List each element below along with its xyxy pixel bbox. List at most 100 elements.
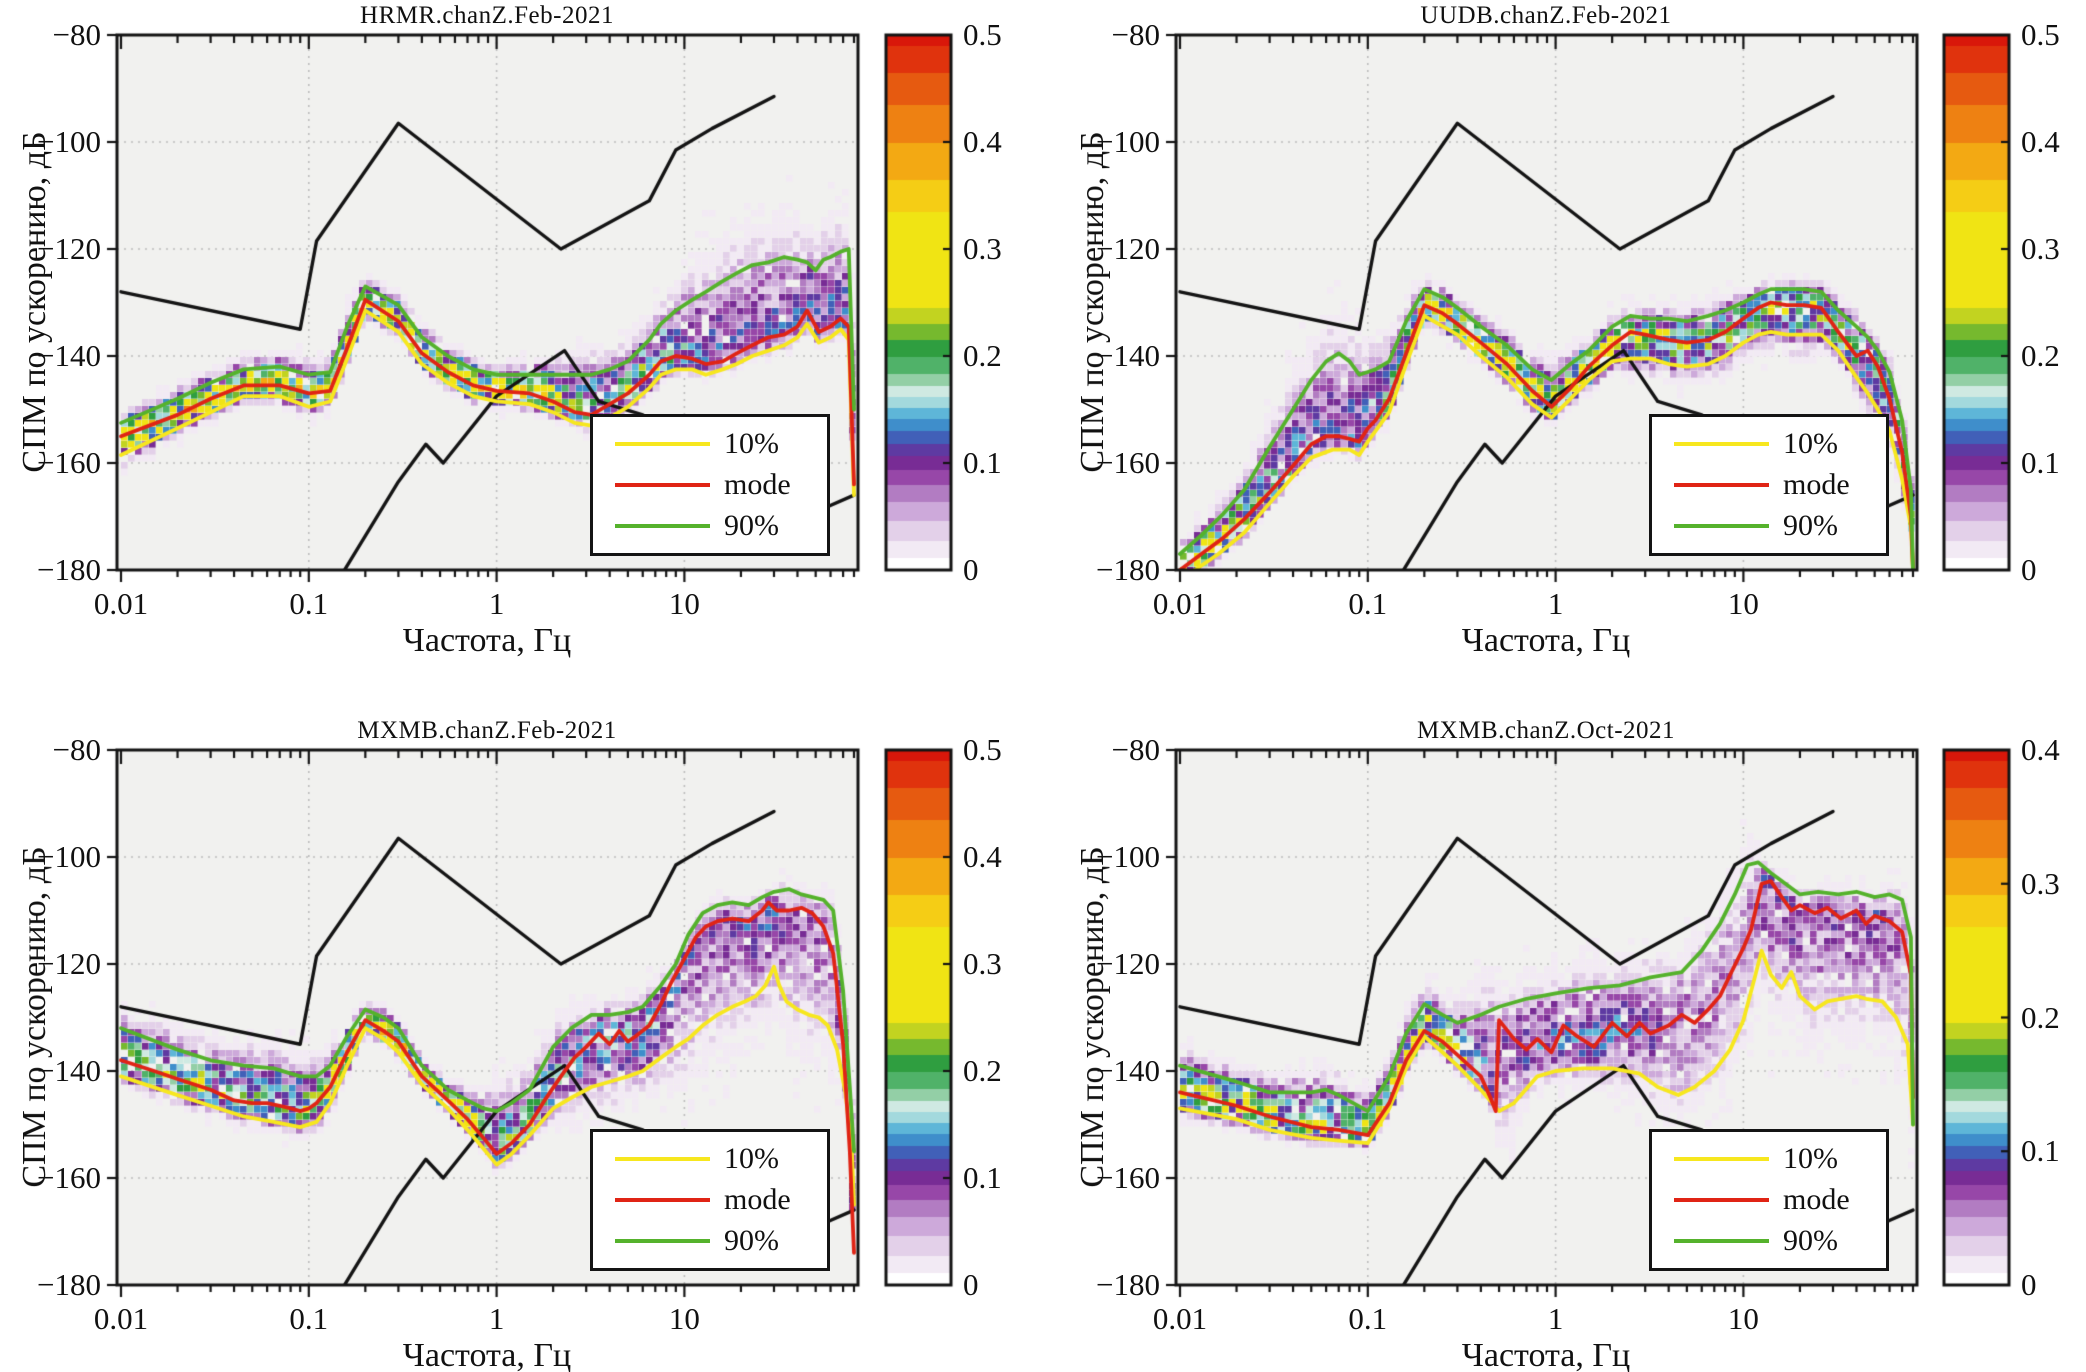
x-tick-label: 0.01 <box>1152 1301 1208 1336</box>
x-tick-label: 1 <box>1547 586 1564 621</box>
y-tick-label: −160 <box>1096 445 1160 480</box>
x-tick-label: 10 <box>1727 586 1759 621</box>
x-tick-label: 10 <box>668 1301 700 1336</box>
legend-label: 10% <box>1783 1141 1838 1175</box>
x-tick-label: 0.01 <box>1152 586 1208 621</box>
colorbar-tick-label: 0.4 <box>2021 124 2060 159</box>
legend-label: 10% <box>724 1141 779 1175</box>
legend-line-swatch <box>1674 524 1769 529</box>
legend-label: mode <box>1783 467 1850 501</box>
legend-item: 10% <box>1652 427 1886 461</box>
x-tick-label: 1 <box>1547 1301 1564 1336</box>
legend-box: 10% mode 90% <box>590 414 830 556</box>
x-tick-label: 0.01 <box>93 1301 149 1336</box>
colorbar-tick-label: 0.1 <box>2021 1133 2060 1169</box>
legend-box: 10% mode 90% <box>1649 414 1889 556</box>
y-tick-label: −180 <box>1096 1267 1160 1302</box>
colorbar-tick-label: 0.4 <box>963 124 1002 159</box>
y-tick-label: −180 <box>37 552 101 587</box>
legend-line-swatch <box>1674 1239 1769 1244</box>
colorbar-tick-label: 0 <box>963 1267 979 1302</box>
x-tick-label: 0.1 <box>289 1301 329 1336</box>
y-tick-label: −180 <box>37 1267 101 1302</box>
legend-item: 10% <box>1652 1142 1886 1176</box>
legend-item: mode <box>593 468 827 502</box>
colorbar-tick-label: 0.1 <box>2021 445 2060 480</box>
y-tick-label: −120 <box>1096 231 1160 266</box>
legend-label: 10% <box>1783 426 1838 460</box>
legend-line-swatch <box>1674 482 1769 487</box>
colorbar-tick-label: 0.5 <box>2021 17 2060 52</box>
y-tick-label: −80 <box>1111 732 1160 767</box>
y-tick-label: −160 <box>37 1160 101 1195</box>
colorbar-tick-label: 0.2 <box>963 1053 1002 1088</box>
legend-line-swatch <box>615 441 710 446</box>
colorbar-tick-label: 0.5 <box>963 17 1002 52</box>
y-tick-label: −80 <box>1111 17 1160 52</box>
legend-line-swatch <box>1674 1197 1769 1202</box>
y-tick-label: −140 <box>37 338 101 373</box>
legend-box: 10% mode 90% <box>590 1129 830 1271</box>
colorbar-tick-label: 0.2 <box>2021 999 2060 1035</box>
y-tick-label: −100 <box>37 124 101 159</box>
legend-item: 10% <box>593 427 827 461</box>
legend-label: 90% <box>724 509 779 543</box>
y-tick-label: −100 <box>1096 124 1160 159</box>
legend-item: 90% <box>1652 1224 1886 1258</box>
legend-line-swatch <box>615 482 710 487</box>
legend-item: 10% <box>593 1142 827 1176</box>
colorbar-tick-label: 0.2 <box>2021 338 2060 373</box>
y-tick-label: −160 <box>37 445 101 480</box>
legend-label: mode <box>1783 1182 1850 1216</box>
y-tick-label: −140 <box>37 1053 101 1088</box>
legend-item: 90% <box>1652 509 1886 543</box>
colorbar-tick-label: 0 <box>2021 552 2037 587</box>
legend-line-swatch <box>1674 1156 1769 1161</box>
legend-label: 90% <box>1783 1224 1838 1258</box>
y-tick-label: −140 <box>1096 1053 1160 1088</box>
y-tick-label: −160 <box>1096 1160 1160 1195</box>
y-tick-label: −80 <box>52 17 101 52</box>
x-tick-label: 10 <box>1727 1301 1759 1336</box>
colorbar-tick-label: 0.3 <box>2021 865 2060 901</box>
colorbar-tick-label: 0.3 <box>963 946 1002 981</box>
legend-line-swatch <box>615 1156 710 1161</box>
legend-line-swatch <box>615 1239 710 1244</box>
colorbar-tick-label: 0 <box>963 552 979 587</box>
y-tick-label: −100 <box>37 839 101 874</box>
legend-box: 10% mode 90% <box>1649 1129 1889 1271</box>
colorbar-tick-label: 0.4 <box>2021 732 2060 767</box>
y-tick-label: −80 <box>52 732 101 767</box>
colorbar-tick-label: 0.3 <box>2021 231 2060 266</box>
x-tick-label: 1 <box>488 1301 505 1336</box>
y-tick-label: −140 <box>1096 338 1160 373</box>
colorbar-tick-label: 0.1 <box>963 445 1002 480</box>
legend-item: 90% <box>593 509 827 543</box>
y-tick-label: −180 <box>1096 552 1160 587</box>
y-tick-label: −120 <box>37 946 101 981</box>
colorbar-tick-label: 0.2 <box>963 338 1002 373</box>
colorbar-tick-label: 0 <box>2021 1267 2037 1302</box>
colorbar-tick-label: 0.4 <box>963 839 1002 874</box>
legend-line-swatch <box>615 1197 710 1202</box>
x-tick-label: 10 <box>668 586 700 621</box>
legend-line-swatch <box>1674 441 1769 446</box>
legend-item: 90% <box>593 1224 827 1258</box>
legend-label: 10% <box>724 426 779 460</box>
x-tick-label: 0.01 <box>93 586 149 621</box>
colorbar-tick-label: 0.1 <box>963 1160 1002 1195</box>
legend-item: mode <box>1652 1183 1886 1217</box>
x-tick-label: 0.1 <box>1348 586 1388 621</box>
legend-label: mode <box>724 467 791 501</box>
x-tick-label: 0.1 <box>1348 1301 1388 1336</box>
legend-item: mode <box>593 1183 827 1217</box>
colorbar-tick-label: 0.3 <box>963 231 1002 266</box>
legend-label: mode <box>724 1182 791 1216</box>
legend-label: 90% <box>724 1224 779 1258</box>
legend-item: mode <box>1652 468 1886 502</box>
colorbar-tick-label: 0.5 <box>963 732 1002 767</box>
y-tick-label: −120 <box>1096 946 1160 981</box>
x-tick-label: 0.1 <box>289 586 329 621</box>
legend-label: 90% <box>1783 509 1838 543</box>
